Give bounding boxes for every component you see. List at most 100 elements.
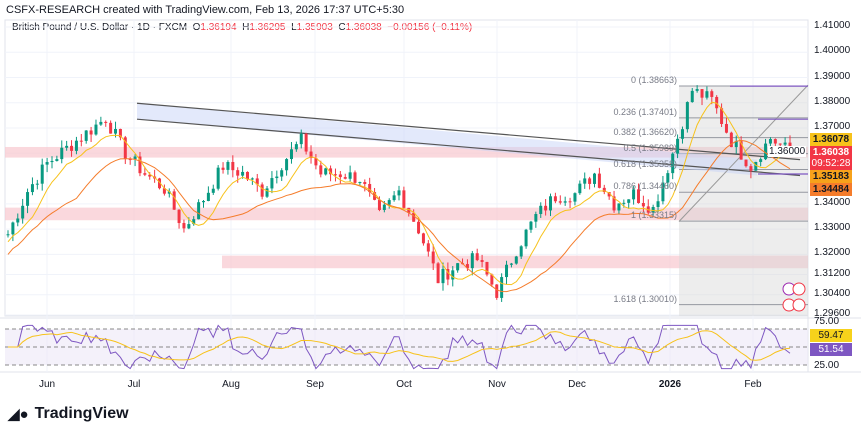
candle-body (65, 145, 69, 148)
rsi-ma-line (8, 330, 791, 362)
price-axis-label: 1.38000 (814, 95, 851, 107)
candle-body (265, 188, 269, 197)
candle-body (236, 170, 240, 176)
candle-body (329, 168, 333, 175)
candle-body (705, 91, 709, 98)
candle-body (358, 182, 362, 184)
candle-body (319, 165, 323, 175)
candle-body (231, 162, 235, 171)
candle-body (382, 204, 386, 210)
candle-body (636, 189, 640, 204)
candle-body (509, 263, 513, 265)
date-label: Oct (396, 379, 412, 390)
candle-body (187, 224, 191, 229)
candle-body (11, 222, 15, 235)
candle-body (255, 178, 259, 185)
candle-body (138, 156, 142, 174)
fib-level-label: 1 (1.33315) (630, 210, 677, 221)
candle-body (764, 143, 768, 160)
candle-body (720, 108, 724, 124)
candle-body (514, 256, 518, 264)
candle-body (294, 144, 298, 150)
candle-body (304, 133, 308, 152)
candle-body (99, 121, 103, 125)
candle-body (275, 176, 279, 179)
candle-body (94, 124, 98, 135)
candle-body (685, 102, 689, 130)
price-axis-label: 1.34000 (814, 196, 851, 208)
candle-body (524, 229, 528, 247)
candle-body (544, 205, 548, 211)
candle-body (739, 141, 743, 160)
candle-body (324, 168, 328, 175)
candle-body (407, 207, 411, 213)
candle-body (500, 277, 504, 298)
candle-body (377, 199, 381, 210)
candle-body (475, 253, 479, 261)
candle-body (578, 183, 582, 194)
candle-body (534, 214, 538, 222)
resistance-zone (5, 146, 808, 158)
ma-slow-tag: 1.34484 (810, 183, 852, 196)
candle-body (470, 253, 474, 269)
candle-body (143, 173, 147, 175)
candle-body (627, 199, 631, 203)
candle-body (6, 234, 10, 236)
candle-body (656, 201, 660, 207)
candle-body (387, 200, 391, 205)
candle-body (299, 133, 303, 145)
candle-body (197, 202, 201, 220)
candle-body (60, 147, 64, 160)
candle-body (588, 178, 592, 184)
date-label: Aug (222, 379, 240, 390)
price-axis-label: 1.31200 (814, 267, 851, 279)
candle-body (216, 167, 220, 189)
candle-body (363, 182, 367, 184)
candle-body (270, 178, 274, 189)
candle-body (182, 223, 186, 229)
candle-body (260, 184, 264, 197)
candle-body (412, 212, 416, 222)
candle-body (89, 130, 93, 135)
price-axis-label: 1.40000 (814, 45, 851, 57)
candle-body (729, 132, 733, 148)
candle-body (661, 182, 665, 202)
price-axis-label: 1.33000 (814, 222, 851, 234)
date-label: Dec (568, 379, 586, 390)
candle-body (221, 167, 225, 170)
candle-body (597, 173, 601, 188)
ma-slow-line (7, 139, 791, 293)
date-label: Jul (127, 379, 141, 390)
rsi-axis-75: 75.00 (814, 316, 840, 327)
fib-level-label: 0 (1.38663) (630, 75, 677, 86)
candle-body (666, 173, 670, 183)
candle-body (421, 233, 425, 244)
candle-body (392, 195, 396, 201)
candle-body (519, 246, 523, 257)
candle-body (553, 196, 557, 202)
candle-body (192, 219, 196, 225)
candle-body (353, 172, 357, 183)
candle-body (133, 156, 137, 160)
candle-body (162, 188, 166, 194)
candle-body (549, 196, 553, 211)
rsi-axis-25: 25.00 (814, 360, 840, 371)
candle-body (773, 139, 777, 144)
candle-body (641, 203, 645, 207)
candle-body (35, 183, 39, 185)
candle-body (558, 201, 562, 203)
candle-body (568, 201, 572, 203)
candle-body (333, 174, 337, 176)
candle-body (250, 178, 254, 180)
rsi-tag: 51.54 (810, 343, 852, 356)
candle-body (21, 205, 25, 219)
candle-body (754, 161, 758, 171)
candle-body (40, 164, 44, 184)
price-axis-label: 1.39000 (814, 70, 851, 82)
candle-body (651, 206, 655, 213)
countdown: 09:52:28 (811, 158, 851, 169)
tradingview-logo[interactable]: ◢● TradingView (8, 405, 129, 423)
candle-body (749, 166, 753, 171)
candle-body (573, 193, 577, 202)
